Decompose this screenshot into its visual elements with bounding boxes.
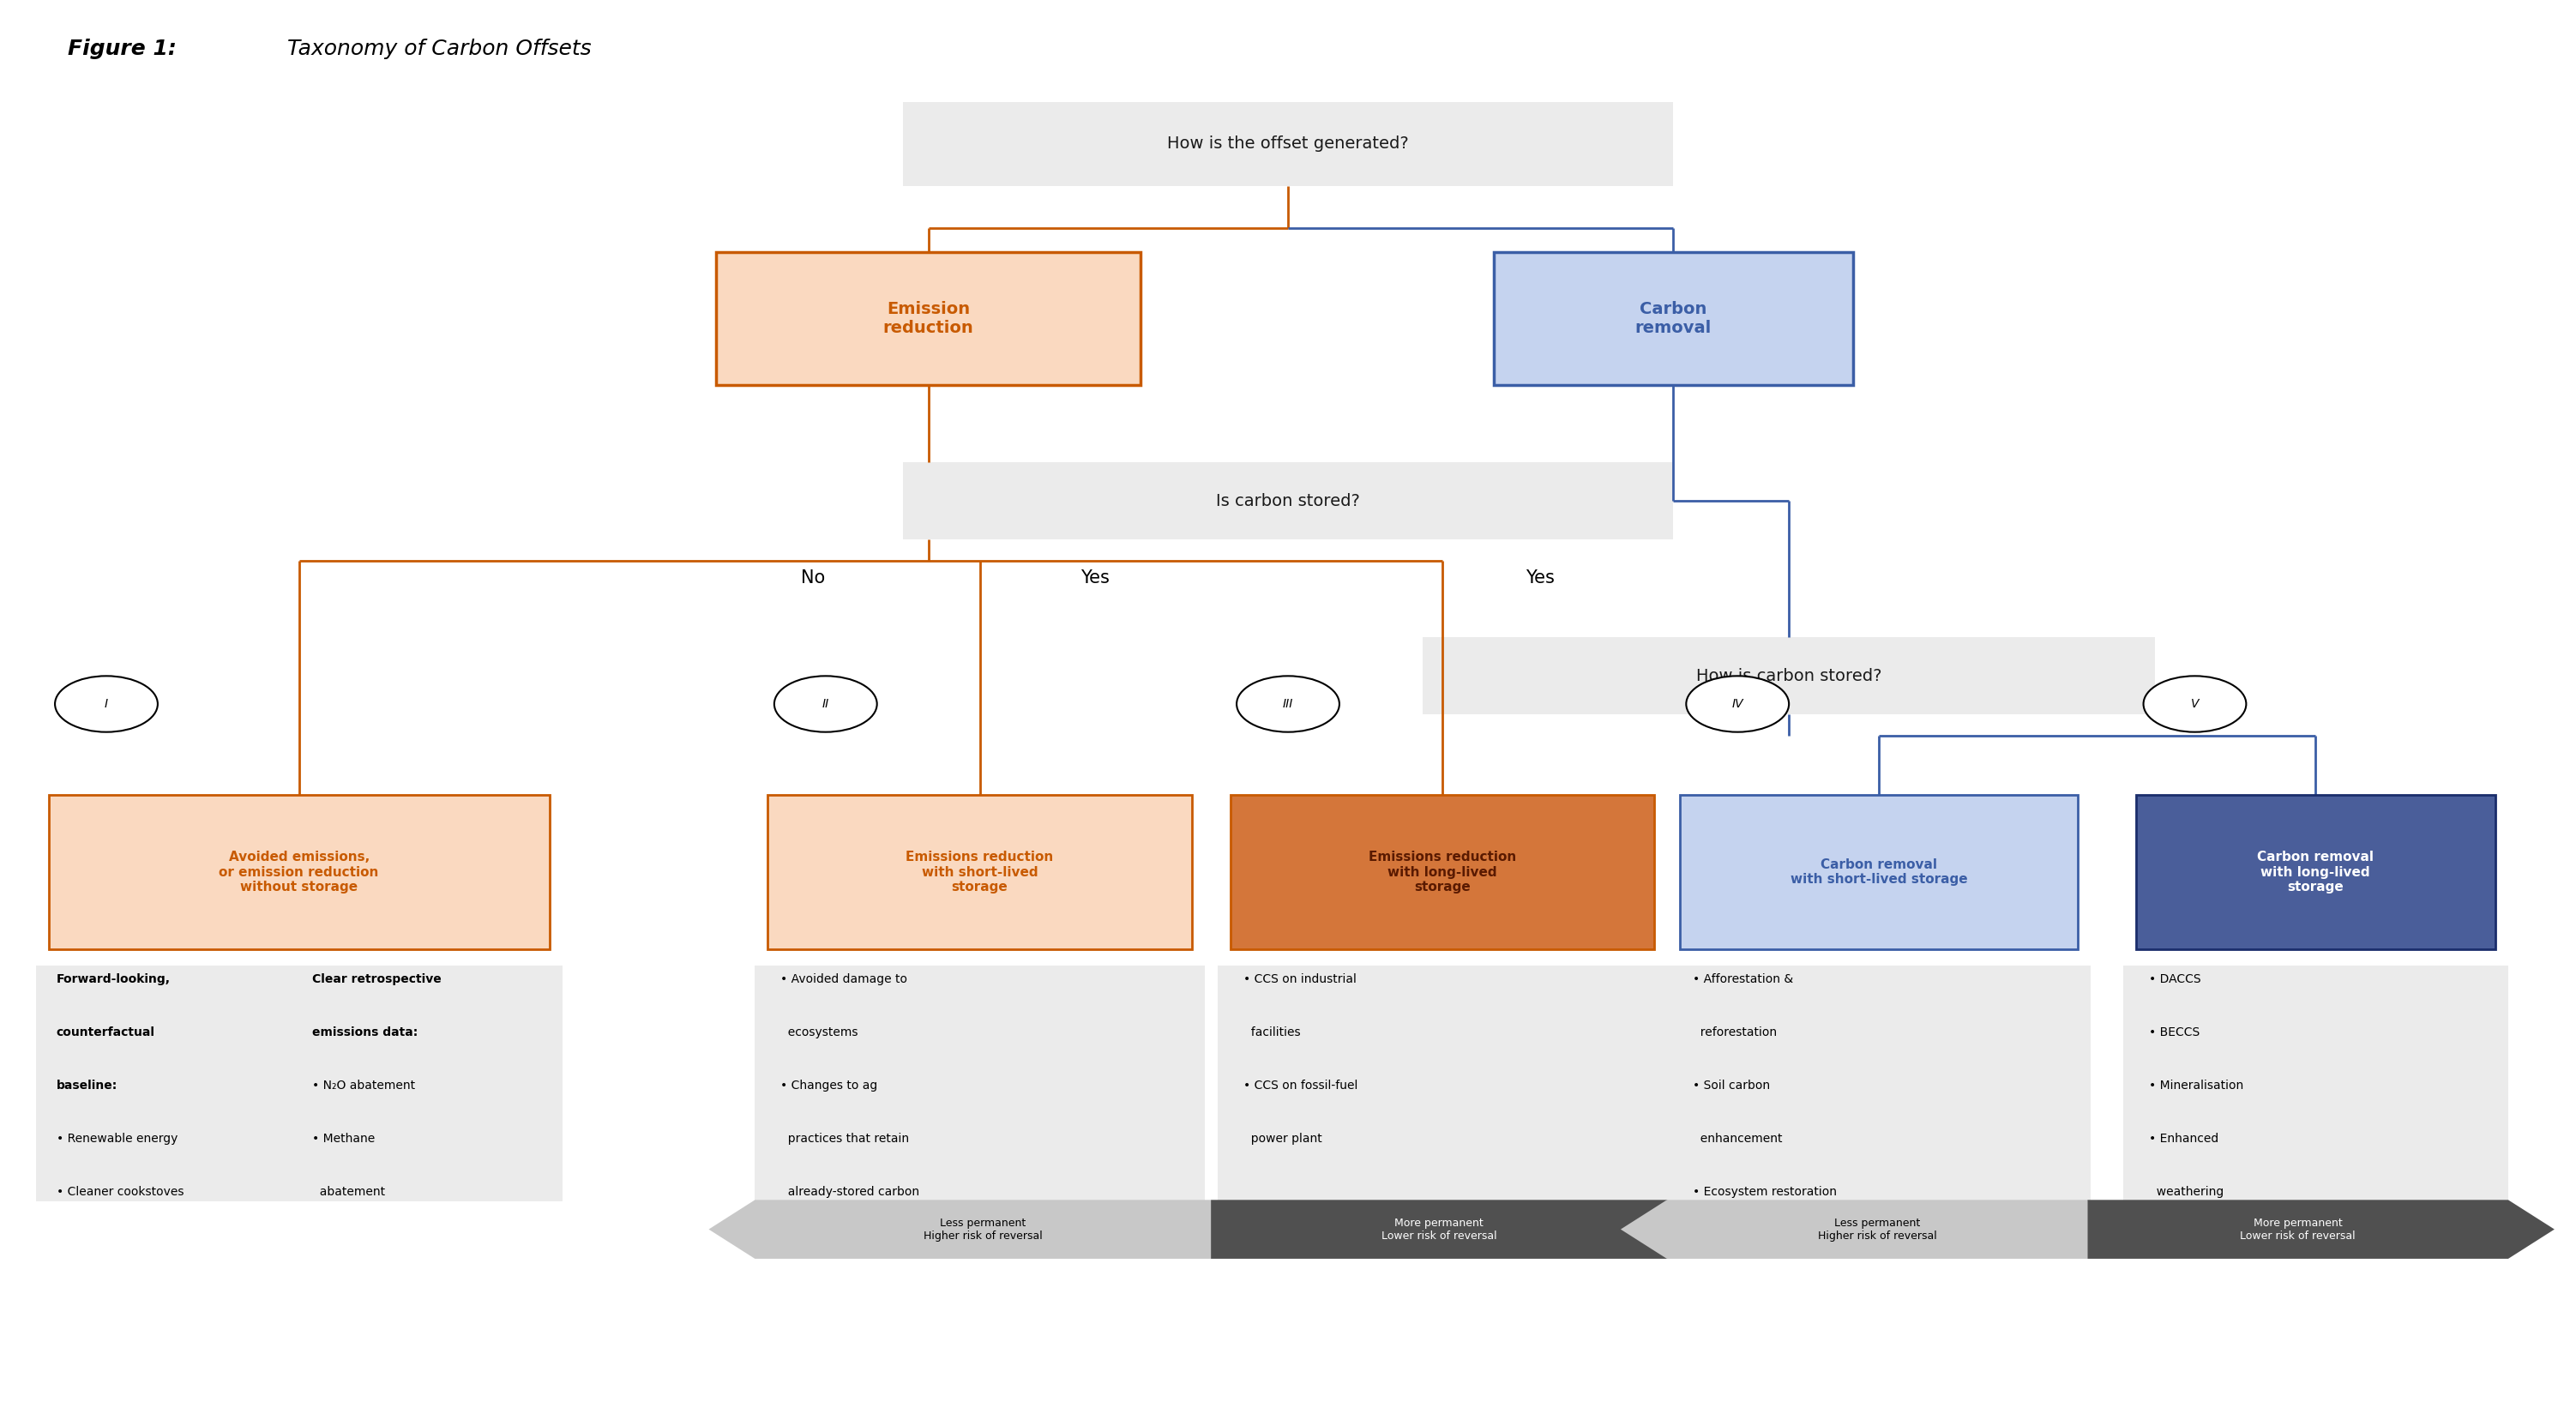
Text: ecosystems: ecosystems (781, 1026, 858, 1038)
FancyBboxPatch shape (716, 252, 1141, 386)
Text: • Cleaner cookstoves: • Cleaner cookstoves (57, 1186, 183, 1198)
Text: • CCS on industrial: • CCS on industrial (1244, 973, 1355, 986)
FancyBboxPatch shape (36, 966, 562, 1201)
FancyBboxPatch shape (49, 796, 549, 949)
Text: III: III (1283, 698, 1293, 710)
Text: Clear retrospective: Clear retrospective (312, 973, 440, 986)
FancyBboxPatch shape (2136, 796, 2496, 949)
Text: Taxonomy of Carbon Offsets: Taxonomy of Carbon Offsets (273, 38, 590, 59)
Text: Yes: Yes (1525, 569, 1553, 587)
Polygon shape (708, 1200, 1211, 1259)
Text: • Mineralisation: • Mineralisation (2148, 1080, 2244, 1091)
Text: Is carbon stored?: Is carbon stored? (1216, 493, 1360, 510)
Text: • Avoided damage to: • Avoided damage to (781, 973, 907, 986)
Text: enhancement: enhancement (1692, 1132, 1783, 1145)
Text: Forward-looking,: Forward-looking, (57, 973, 170, 986)
Circle shape (1236, 676, 1340, 732)
Text: • Ecosystem restoration: • Ecosystem restoration (1692, 1186, 1837, 1198)
Text: IV: IV (1731, 698, 1744, 710)
Polygon shape (1211, 1200, 1713, 1259)
FancyBboxPatch shape (1680, 796, 2079, 949)
Text: • DACCS: • DACCS (2148, 973, 2200, 986)
Text: Less permanent
Higher risk of reversal: Less permanent Higher risk of reversal (922, 1218, 1043, 1242)
FancyBboxPatch shape (1667, 966, 2092, 1201)
Text: I: I (106, 698, 108, 710)
Text: Carbon removal
with short-lived storage: Carbon removal with short-lived storage (1790, 859, 1968, 886)
Circle shape (2143, 676, 2246, 732)
Text: II: II (822, 698, 829, 710)
Text: power plant: power plant (1244, 1132, 1321, 1145)
FancyBboxPatch shape (755, 966, 1206, 1201)
Text: Emissions reduction
with long-lived
storage: Emissions reduction with long-lived stor… (1368, 850, 1517, 894)
Text: Emissions reduction
with short-lived
storage: Emissions reduction with short-lived sto… (907, 850, 1054, 894)
Circle shape (54, 676, 157, 732)
Polygon shape (2087, 1200, 2555, 1259)
FancyBboxPatch shape (768, 796, 1193, 949)
Text: • CCS on fossil-fuel: • CCS on fossil-fuel (1244, 1080, 1358, 1091)
Text: More permanent
Lower risk of reversal: More permanent Lower risk of reversal (2241, 1218, 2354, 1242)
Text: • Afforestation &: • Afforestation & (1692, 973, 1793, 986)
Text: • Enhanced: • Enhanced (2148, 1132, 2218, 1145)
Text: No: No (801, 569, 824, 587)
FancyBboxPatch shape (1494, 252, 1852, 386)
Text: How is carbon stored?: How is carbon stored? (1695, 667, 1880, 684)
Text: • Methane: • Methane (312, 1132, 374, 1145)
FancyBboxPatch shape (902, 462, 1674, 539)
FancyBboxPatch shape (1218, 966, 1667, 1201)
Text: abatement: abatement (312, 1186, 384, 1198)
Polygon shape (1620, 1200, 2087, 1259)
Text: emissions data:: emissions data: (312, 1026, 417, 1038)
Text: V: V (2190, 698, 2200, 710)
Text: • Changes to ag: • Changes to ag (781, 1080, 878, 1091)
FancyBboxPatch shape (902, 101, 1674, 186)
FancyBboxPatch shape (1422, 638, 2156, 714)
Text: Carbon removal
with long-lived
storage: Carbon removal with long-lived storage (2257, 850, 2375, 894)
Text: Emission
reduction: Emission reduction (884, 301, 974, 337)
Text: Less permanent
Higher risk of reversal: Less permanent Higher risk of reversal (1819, 1218, 1937, 1242)
Text: already-stored carbon: already-stored carbon (781, 1186, 920, 1198)
Circle shape (775, 676, 876, 732)
Text: More permanent
Lower risk of reversal: More permanent Lower risk of reversal (1381, 1218, 1497, 1242)
Text: reforestation: reforestation (1692, 1026, 1777, 1038)
Text: practices that retain: practices that retain (781, 1132, 909, 1145)
Text: • Soil carbon: • Soil carbon (1692, 1080, 1770, 1091)
FancyBboxPatch shape (2123, 966, 2509, 1201)
Text: Avoided emissions,
or emission reduction
without storage: Avoided emissions, or emission reduction… (219, 850, 379, 894)
Text: baseline:: baseline: (57, 1080, 118, 1091)
Text: Carbon
removal: Carbon removal (1636, 301, 1710, 337)
Text: • BECCS: • BECCS (2148, 1026, 2200, 1038)
Text: How is the offset generated?: How is the offset generated? (1167, 135, 1409, 152)
Text: Figure 1:: Figure 1: (67, 38, 178, 59)
Text: • Renewable energy: • Renewable energy (57, 1132, 178, 1145)
Circle shape (1687, 676, 1788, 732)
Text: counterfactual: counterfactual (57, 1026, 155, 1038)
Text: Yes: Yes (1082, 569, 1110, 587)
Text: weathering: weathering (2148, 1186, 2223, 1198)
Text: • N₂O abatement: • N₂O abatement (312, 1080, 415, 1091)
FancyBboxPatch shape (1231, 796, 1654, 949)
Text: facilities: facilities (1244, 1026, 1301, 1038)
